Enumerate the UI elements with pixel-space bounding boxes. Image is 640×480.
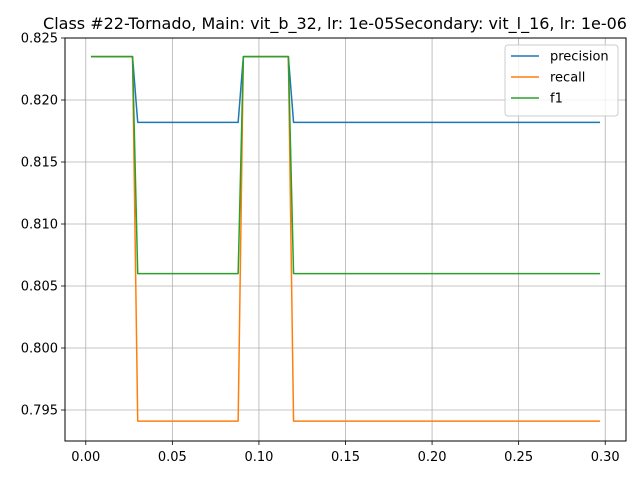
x-tick-label: 0.30	[591, 450, 620, 465]
legend-label-precision: precision	[550, 50, 609, 65]
x-tick-label: 0.15	[331, 450, 360, 465]
y-tick-label: 0.815	[21, 156, 58, 171]
y-tick-label: 0.795	[21, 404, 58, 419]
legend: precision recall f1	[504, 44, 619, 117]
legend-label-recall: recall	[550, 71, 585, 86]
x-tick-label: 0.20	[418, 450, 447, 465]
series-layer	[90, 55, 601, 422]
chart-title: Class #22-Tornado, Main: vit_b_32, lr: 1…	[43, 14, 627, 34]
y-tick-label: 0.800	[21, 342, 58, 357]
y-tick-label: 0.805	[21, 280, 58, 295]
y-tick-label: 0.825	[21, 32, 58, 47]
axes: 0.00 0.05 0.10 0.15 0.20 0.25 0.30 0.795 0.800 0.…	[21, 32, 620, 466]
x-tick-label: 0.10	[244, 450, 273, 465]
x-tick-label: 0.00	[71, 450, 100, 465]
y-tick-label: 0.810	[21, 218, 58, 233]
x-tick-label: 0.05	[158, 450, 187, 465]
y-tick-label: 0.820	[21, 94, 58, 109]
x-tick-label: 0.25	[504, 450, 533, 465]
legend-label-f1: f1	[550, 92, 563, 107]
series-line-f1	[90, 55, 601, 275]
